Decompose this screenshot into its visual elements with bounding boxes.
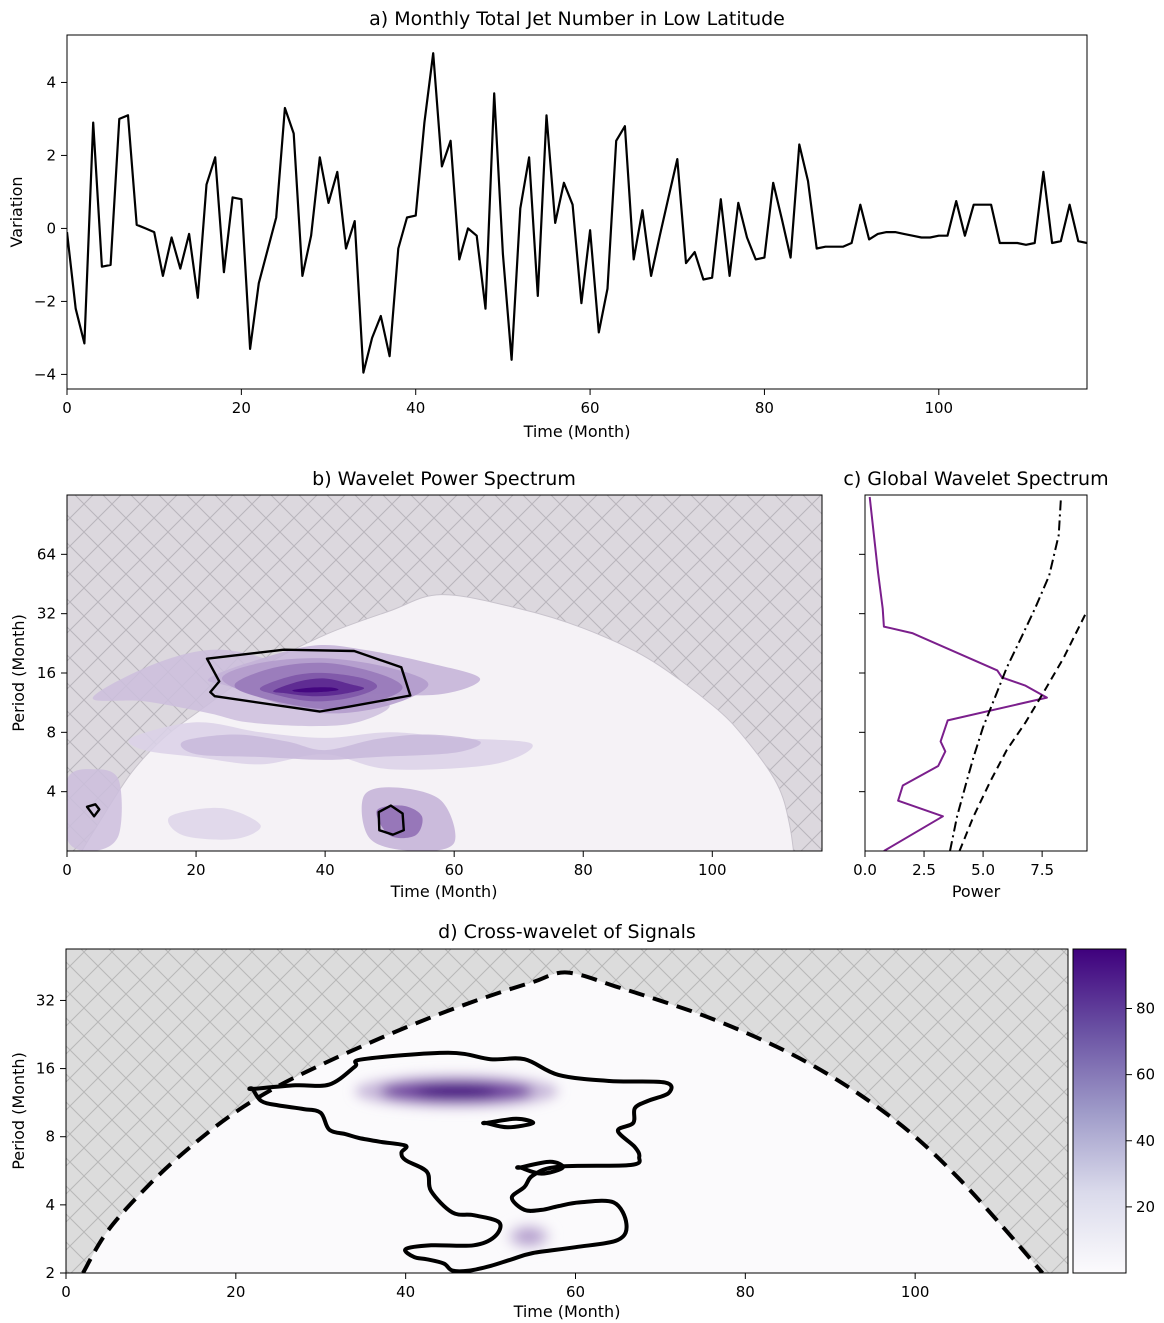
panel-d-significance-contours bbox=[247, 1050, 674, 1273]
power-contour bbox=[67, 769, 122, 851]
panel-a-frame bbox=[66, 34, 1088, 390]
panel-a-xlabel: Time (Month) bbox=[523, 422, 631, 441]
x-tick-label: 100 bbox=[698, 861, 727, 879]
y-tick-label: 2 bbox=[45, 1264, 55, 1282]
x-tick-label: 0 bbox=[62, 399, 72, 417]
y-tick-label: −4 bbox=[34, 365, 56, 383]
y-tick-label: 8 bbox=[45, 1128, 55, 1146]
x-tick-label: 80 bbox=[736, 1283, 755, 1301]
panel-d-title: d) Cross-wavelet of Signals bbox=[438, 921, 696, 943]
panel-c-title: c) Global Wavelet Spectrum bbox=[843, 468, 1108, 490]
x-tick-label: 40 bbox=[406, 399, 425, 417]
panel-a-series-line bbox=[67, 52, 1087, 374]
y-tick-label: −2 bbox=[34, 292, 56, 310]
significance-contour bbox=[205, 648, 412, 713]
panel-c-frame bbox=[864, 494, 1088, 852]
x-tick-label: 40 bbox=[396, 1283, 415, 1301]
panel-c-xlabel: Power bbox=[952, 882, 1001, 901]
colorbar-tick-label: 20 bbox=[1136, 1198, 1155, 1216]
panel-b-significance-contours bbox=[85, 648, 412, 836]
power-contour bbox=[128, 722, 533, 770]
y-tick-label: 0 bbox=[46, 219, 56, 237]
panel-c-ticks: 0.0 2.5 5.0 7.5 bbox=[853, 553, 1054, 879]
colorbar-tick-label: 80 bbox=[1136, 1000, 1155, 1018]
colorbar-ticks: 20 40 60 80 bbox=[1126, 1000, 1155, 1216]
panel-b: b) Wavelet Power Spectrum 0 20 40 60 80 100 4 8… bbox=[9, 468, 823, 901]
global-spectrum-line bbox=[868, 496, 1048, 851]
x-tick-label: 7.5 bbox=[1030, 861, 1054, 879]
x-tick-label: 20 bbox=[226, 1283, 245, 1301]
y-tick-label: 32 bbox=[36, 991, 55, 1009]
y-tick-label: 4 bbox=[46, 73, 56, 91]
significance-contour bbox=[481, 1116, 536, 1130]
panel-d-cone-of-influence bbox=[81, 970, 1045, 1273]
power-contour bbox=[168, 807, 261, 840]
x-tick-label: 100 bbox=[901, 1283, 930, 1301]
power-contour bbox=[376, 805, 423, 839]
significance-contour bbox=[377, 804, 405, 836]
panel-a-ticks: 0 20 40 60 80 100 −4 −2 0 2 4 bbox=[34, 73, 953, 417]
x-tick-label: 2.5 bbox=[912, 861, 936, 879]
panel-b-title: b) Wavelet Power Spectrum bbox=[312, 468, 576, 490]
panel-b-frame bbox=[66, 494, 823, 852]
panel-a: a) Monthly Total Jet Number in Low Latit… bbox=[7, 8, 1088, 441]
significance-contour bbox=[85, 803, 101, 818]
panel-b-xlabel: Time (Month) bbox=[390, 882, 498, 901]
panel-c: c) Global Wavelet Spectrum 0.0 2.5 5.0 7.5 … bbox=[843, 468, 1108, 901]
x-tick-label: 80 bbox=[755, 399, 774, 417]
y-tick-label: 2 bbox=[46, 146, 56, 164]
panel-a-title: a) Monthly Total Jet Number in Low Latit… bbox=[369, 8, 785, 30]
panel-a-ylabel: Variation bbox=[7, 177, 26, 248]
y-tick-label: 32 bbox=[37, 605, 56, 623]
colorbar bbox=[1072, 948, 1127, 1274]
x-tick-label: 80 bbox=[574, 861, 593, 879]
x-tick-label: 20 bbox=[187, 861, 206, 879]
y-tick-label: 16 bbox=[37, 664, 56, 682]
y-tick-label: 64 bbox=[37, 545, 56, 563]
panel-c-series bbox=[868, 496, 1087, 851]
power-hotspot-core bbox=[415, 1085, 498, 1098]
colorbar-tick-label: 60 bbox=[1136, 1066, 1155, 1084]
panel-b-ylabel: Period (Month) bbox=[9, 614, 28, 732]
colorbar-tick-label: 40 bbox=[1136, 1132, 1155, 1150]
panel-d-power-hotspots bbox=[354, 1074, 559, 1250]
panel-b-power-contours bbox=[67, 644, 533, 851]
x-tick-label: 0 bbox=[62, 861, 72, 879]
x-tick-label: 0.0 bbox=[853, 861, 877, 879]
x-tick-label: 100 bbox=[924, 399, 953, 417]
panel-d-cone-area bbox=[83, 972, 1043, 1273]
x-tick-label: 60 bbox=[445, 861, 464, 879]
x-tick-label: 0 bbox=[61, 1283, 71, 1301]
x-tick-label: 60 bbox=[566, 1283, 585, 1301]
power-contour bbox=[292, 687, 339, 693]
x-tick-label: 5.0 bbox=[971, 861, 995, 879]
significance-dashed-line bbox=[958, 610, 1087, 851]
panel-b-ticks: 0 20 40 60 80 100 4 8 16 32 64 bbox=[37, 545, 727, 879]
panel-d-ylabel: Period (Month) bbox=[9, 1052, 28, 1170]
x-tick-label: 60 bbox=[581, 399, 600, 417]
panel-d-ticks: 0 20 40 60 80 100 2 4 8 16 32 bbox=[36, 991, 930, 1301]
x-tick-label: 40 bbox=[316, 861, 335, 879]
significance-contour bbox=[247, 1050, 674, 1273]
panel-d: d) Cross-wavelet of Signals 0 20 40 60 80 100… bbox=[9, 921, 1155, 1321]
y-tick-label: 4 bbox=[45, 1196, 55, 1214]
panel-d-frame bbox=[65, 948, 1069, 1274]
panel-d-xlabel: Time (Month) bbox=[513, 1302, 621, 1321]
y-tick-label: 16 bbox=[36, 1060, 55, 1078]
significance-contour bbox=[515, 1159, 565, 1176]
y-tick-label: 4 bbox=[46, 783, 56, 801]
x-tick-label: 20 bbox=[232, 399, 251, 417]
power-contour bbox=[180, 734, 481, 760]
power-hotspot-core bbox=[519, 1231, 538, 1242]
significance-dashdot-line bbox=[949, 496, 1062, 851]
y-tick-label: 8 bbox=[46, 723, 56, 741]
